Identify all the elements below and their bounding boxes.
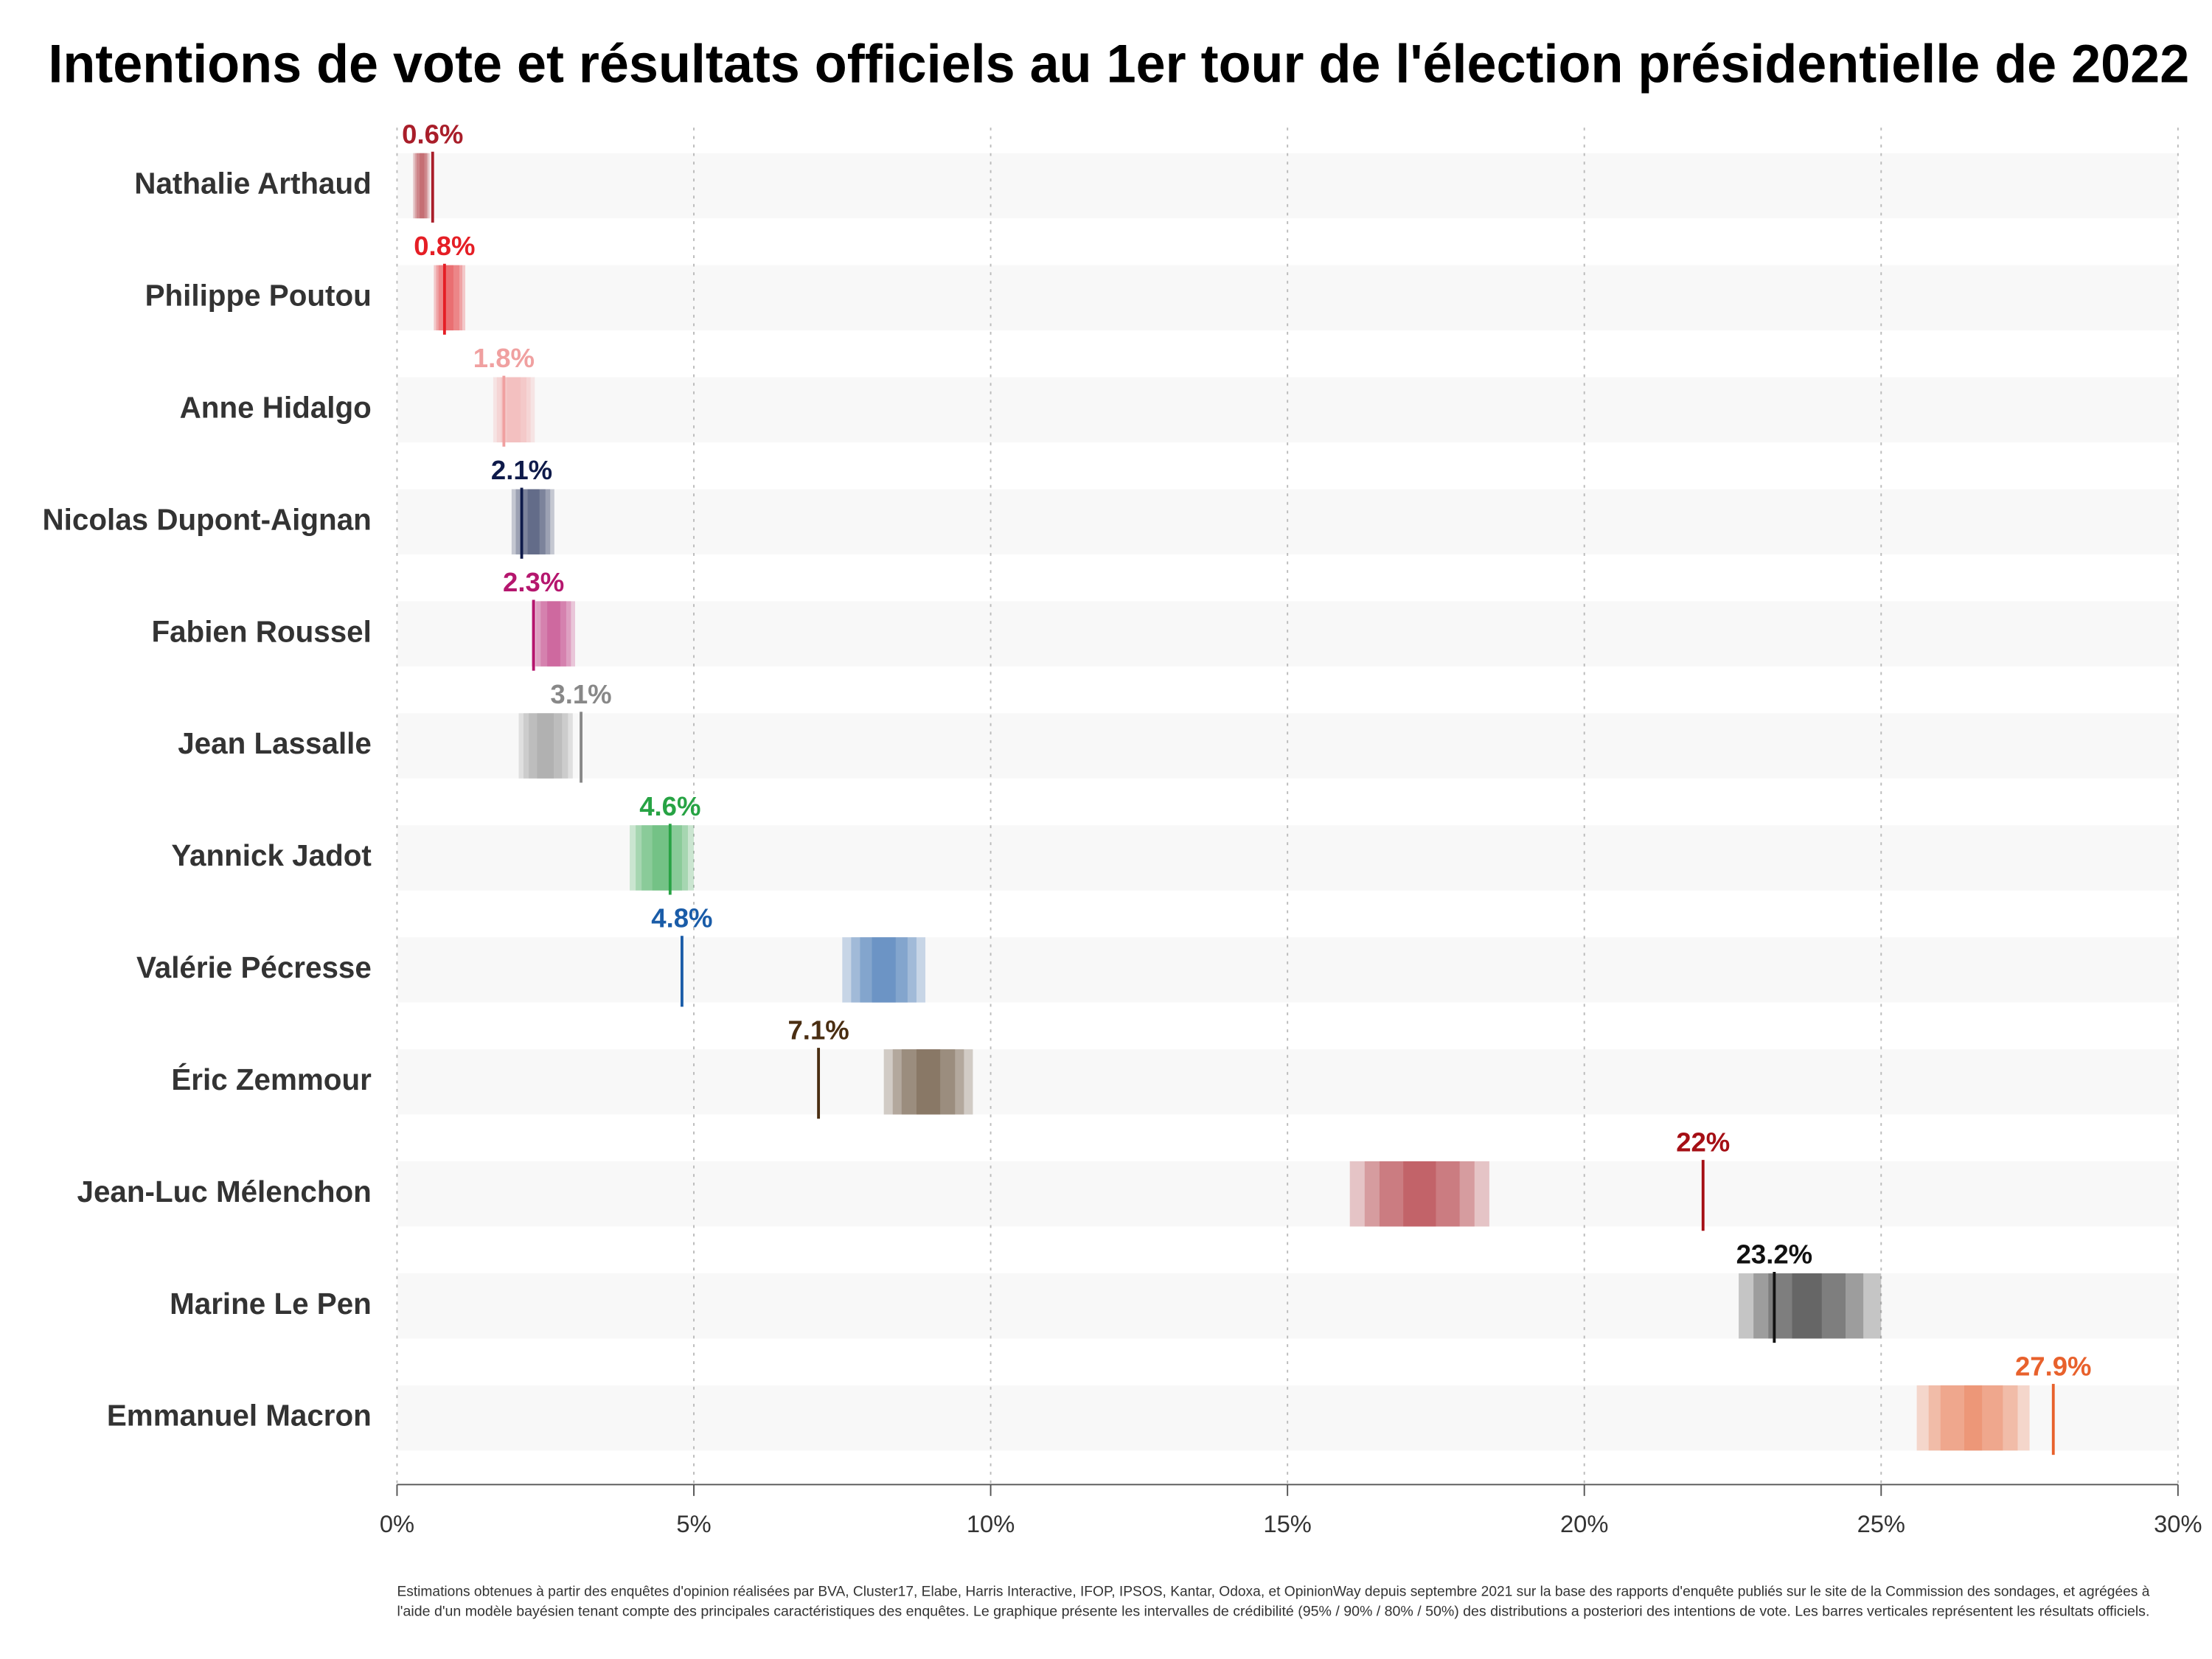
result-label: 23.2%	[1736, 1239, 1813, 1270]
x-tick-label: 10%	[967, 1510, 1015, 1537]
chart-title: Intentions de vote et résultats officiel…	[48, 35, 2189, 94]
credible-interval	[537, 713, 554, 779]
credible-interval	[520, 489, 546, 554]
x-tick-label: 5%	[676, 1510, 711, 1537]
credible-interval	[532, 601, 575, 667]
credible-interval	[436, 265, 463, 331]
credible-interval	[417, 153, 427, 219]
credible-interval	[523, 713, 568, 779]
result-label: 0.8%	[414, 231, 475, 261]
credible-interval	[438, 265, 459, 331]
credible-interval	[1739, 1273, 1882, 1339]
credible-interval	[527, 489, 540, 554]
category-label: Marine Le Pen	[170, 1287, 372, 1321]
result-label: 2.3%	[503, 567, 564, 597]
category-label: Yannick Jadot	[171, 838, 372, 872]
result-label: 27.9%	[2015, 1351, 2092, 1381]
credible-interval	[1792, 1273, 1822, 1339]
category-label: Valérie Pécresse	[136, 950, 372, 984]
credible-interval	[540, 601, 566, 667]
category-label: Nathalie Arthaud	[134, 167, 372, 201]
credible-interval	[1940, 1385, 2003, 1451]
credible-interval	[1403, 1161, 1436, 1227]
credible-interval	[496, 377, 531, 442]
x-tick-label: 15%	[1263, 1510, 1311, 1537]
row-band	[397, 713, 2178, 779]
credible-interval	[851, 937, 917, 1003]
credible-interval	[641, 825, 682, 891]
result-label: 7.1%	[787, 1015, 849, 1046]
category-label: Jean-Luc Mélenchon	[77, 1175, 372, 1208]
credible-interval	[652, 825, 672, 891]
note: l'aide d'un modèle bayésien tenant compt…	[397, 1604, 2149, 1620]
note: Estimations obtenues à partir des enquêt…	[397, 1585, 2149, 1600]
credible-interval	[872, 937, 896, 1003]
row-band	[397, 937, 2178, 1003]
credible-interval	[842, 937, 926, 1003]
category-label: Emmanuel Macron	[107, 1399, 372, 1433]
credible-interval	[444, 265, 453, 331]
credible-interval	[434, 265, 466, 331]
result-label: 4.8%	[651, 903, 712, 933]
category-label: Fabien Roussel	[151, 614, 371, 648]
category-label: Nicolas Dupont-Aignan	[42, 502, 371, 536]
credible-interval	[860, 937, 908, 1003]
credible-interval	[413, 153, 430, 219]
credible-interval	[1916, 1385, 2030, 1451]
credible-interval	[1349, 1161, 1489, 1227]
category-label: Philippe Poutou	[145, 279, 372, 313]
row-band	[397, 1385, 2178, 1451]
credible-interval	[1753, 1273, 1864, 1339]
credible-interval	[630, 825, 695, 891]
credible-interval	[1928, 1385, 2018, 1451]
credible-interval	[916, 1049, 941, 1115]
result-label: 4.6%	[639, 791, 700, 821]
credible-interval	[420, 153, 425, 219]
credible-interval	[636, 825, 688, 891]
result-label: 3.1%	[550, 679, 611, 709]
x-tick-label: 30%	[2154, 1510, 2202, 1537]
result-label: 22%	[1676, 1127, 1730, 1158]
credible-interval	[1768, 1273, 1846, 1339]
result-label: 2.1%	[491, 455, 552, 485]
category-label: Éric Zemmour	[171, 1062, 372, 1096]
credible-interval	[892, 1049, 964, 1115]
credible-interval	[1364, 1161, 1475, 1227]
credible-interval	[1964, 1385, 1983, 1451]
result-label: 0.6%	[402, 119, 463, 149]
credible-interval	[535, 601, 571, 667]
credible-interval	[547, 601, 560, 667]
credible-interval	[414, 153, 428, 219]
x-tick-label: 20%	[1560, 1510, 1608, 1537]
credible-interval	[518, 713, 573, 779]
result-label: 1.8%	[473, 343, 535, 373]
credible-interval	[883, 1049, 973, 1115]
credible-interval	[901, 1049, 956, 1115]
category-label: Jean Lassalle	[178, 726, 372, 760]
credible-interval	[511, 489, 554, 554]
x-tick-label: 0%	[380, 1510, 414, 1537]
credible-interval	[507, 377, 521, 442]
credible-interval	[493, 377, 535, 442]
credible-interval	[529, 713, 563, 779]
credible-interval	[1379, 1161, 1460, 1227]
x-tick-label: 25%	[1857, 1510, 1905, 1537]
category-label: Anne Hidalgo	[180, 390, 372, 424]
